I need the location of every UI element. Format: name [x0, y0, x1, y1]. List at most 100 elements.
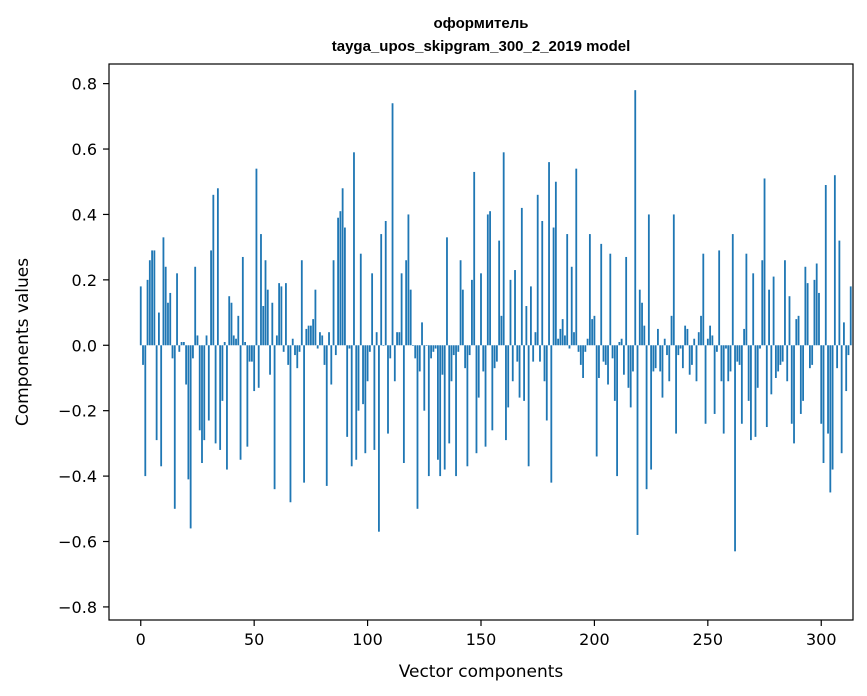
bar-115 [400, 273, 403, 346]
bar-264 [738, 345, 741, 365]
bar-64 [285, 283, 287, 346]
bar-18 [180, 342, 183, 346]
bar-141 [459, 260, 462, 346]
x-tick-label: 250 [693, 630, 724, 649]
bar-91 [346, 345, 349, 437]
bar-81 [323, 345, 326, 365]
bar-26 [198, 345, 201, 431]
bar-187 [564, 335, 566, 346]
bar-194 [579, 345, 582, 365]
bar-13 [169, 292, 172, 346]
bar-301 [822, 345, 825, 464]
y-tick-label: −0.4 [58, 467, 97, 486]
bar-291 [799, 345, 802, 414]
bar-98 [362, 345, 364, 405]
bar-17 [178, 345, 181, 352]
bar-221 [641, 302, 643, 346]
bar-60 [275, 335, 278, 346]
bar-151 [482, 345, 485, 372]
bar-214 [625, 256, 628, 346]
bar-302 [824, 185, 827, 346]
bar-96 [357, 345, 360, 411]
bar-160 [502, 152, 505, 346]
bar-200 [593, 315, 596, 346]
bar-243 [691, 345, 693, 365]
bar-73 [305, 328, 308, 346]
bar-126 [425, 345, 428, 346]
bar-70 [298, 345, 301, 352]
bar-212 [620, 338, 623, 346]
bar-269 [750, 345, 752, 441]
bar-273 [759, 345, 761, 349]
bar-85 [332, 260, 335, 346]
chart-title-line2: tayga_upos_skipgram_300_2_2019 model [332, 38, 631, 55]
bar-52 [257, 345, 260, 388]
bar-86 [334, 345, 337, 356]
bar-72 [303, 345, 305, 483]
bar-119 [409, 289, 412, 346]
bar-145 [468, 345, 471, 356]
bar-66 [289, 345, 292, 503]
bar-124 [421, 322, 423, 346]
x-axis-label: Vector components [399, 662, 564, 682]
bar-80 [321, 335, 324, 346]
bar-299 [818, 292, 820, 346]
bar-222 [643, 325, 646, 346]
bar-298 [815, 263, 818, 346]
bar-107 [382, 345, 385, 346]
y-tick-label: −0.6 [58, 533, 97, 552]
bar-195 [582, 345, 584, 378]
bar-308 [838, 240, 841, 346]
bar-297 [813, 279, 816, 346]
bar-275 [763, 178, 766, 346]
bar-76 [312, 319, 315, 346]
bar-42 [235, 338, 237, 346]
y-tick-label: 0.6 [72, 140, 97, 159]
bar-272 [756, 345, 759, 388]
bar-312 [847, 345, 850, 356]
bar-240 [684, 325, 687, 346]
bar-11 [164, 266, 167, 346]
x-tick-label: 50 [244, 630, 264, 649]
x-tick-label: 0 [136, 630, 146, 649]
bar-172 [530, 286, 532, 346]
bar-69 [296, 345, 299, 369]
bar-162 [507, 345, 510, 408]
bar-10 [162, 237, 165, 346]
bar-229 [659, 345, 662, 372]
bar-103 [373, 345, 376, 450]
bar-65 [287, 345, 290, 365]
bar-95 [355, 345, 358, 460]
bar-74 [307, 325, 310, 346]
bar-232 [666, 345, 668, 356]
bar-189 [568, 345, 571, 349]
bar-257 [722, 345, 725, 434]
bar-260 [729, 345, 732, 372]
bar-117 [405, 260, 408, 346]
bar-154 [489, 211, 491, 346]
bar-261 [731, 234, 734, 346]
bar-2 [144, 345, 147, 477]
bar-39 [228, 296, 231, 346]
bar-57 [269, 345, 271, 375]
bar-130 [434, 345, 437, 349]
bar-27 [201, 345, 203, 464]
bar-1 [142, 345, 144, 365]
bar-309 [840, 345, 843, 454]
bar-109 [387, 345, 389, 434]
bar-51 [255, 168, 258, 346]
bar-259 [727, 345, 730, 382]
bar-267 [745, 253, 748, 346]
bar-129 [432, 345, 435, 352]
bar-131 [437, 345, 439, 460]
bar-227 [654, 345, 657, 369]
y-tick-label: −0.8 [58, 598, 97, 617]
bar-7 [155, 345, 158, 441]
bar-217 [632, 345, 634, 372]
bar-43 [237, 315, 240, 346]
bar-25 [196, 335, 199, 346]
bar-23 [192, 345, 194, 359]
bar-20 [185, 345, 188, 385]
bar-252 [711, 335, 714, 346]
